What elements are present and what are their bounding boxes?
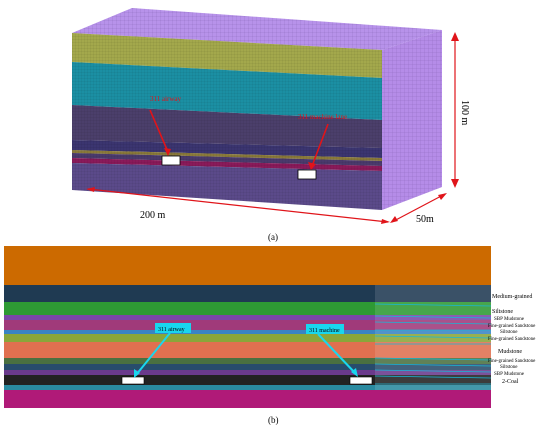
- stratum-label: Mudstone: [498, 349, 522, 355]
- machine-roadway: [297, 169, 317, 180]
- machine-lane-label: 311 machine lane: [298, 113, 347, 121]
- stratum-label: Siltstone: [500, 365, 518, 370]
- airway-roadway: [161, 155, 181, 166]
- figure-b-caption: (b): [268, 415, 279, 425]
- stratum-label: SBP Mudstone: [494, 317, 525, 322]
- machine-roadway-section: [349, 376, 373, 385]
- stratum-label: Medium-grained: [492, 294, 532, 300]
- figure-a-3d-model: 311 airway 311 machine lane 200 m 50m 10…: [72, 8, 470, 242]
- stratum-label: 2-Coal: [502, 379, 519, 385]
- stratum-label: Siltstone: [500, 330, 518, 335]
- airway-label: 311 airway: [150, 95, 182, 103]
- machine-callout-label: 311 machine: [309, 328, 340, 334]
- figure-a-caption: (a): [268, 232, 278, 242]
- model-front-face: [72, 33, 382, 210]
- stratum-label: Fine-grained Sandstone: [488, 359, 536, 364]
- airway-roadway-section: [121, 376, 145, 385]
- stratum-label: Fine-grained Sandstone: [488, 324, 536, 329]
- stratum-label: Siltstone: [492, 309, 513, 315]
- length-dimension-label: 200 m: [140, 210, 166, 221]
- machine-arrow: [311, 123, 329, 167]
- stratum-label: Fine-grained Sandstone: [488, 337, 536, 342]
- height-dimension-label: 100 m: [459, 100, 470, 126]
- stratum-label: SBP Mudstone: [494, 372, 525, 377]
- length-dimension-arrow: [87, 188, 389, 223]
- airway-arrow: [149, 109, 169, 153]
- airway-callout-label: 311 airway: [158, 327, 185, 333]
- airway-callout: [155, 323, 191, 333]
- machine-callout: [306, 324, 344, 334]
- width-dimension-arrow: [391, 193, 446, 223]
- width-dimension-label: 50m: [416, 214, 434, 225]
